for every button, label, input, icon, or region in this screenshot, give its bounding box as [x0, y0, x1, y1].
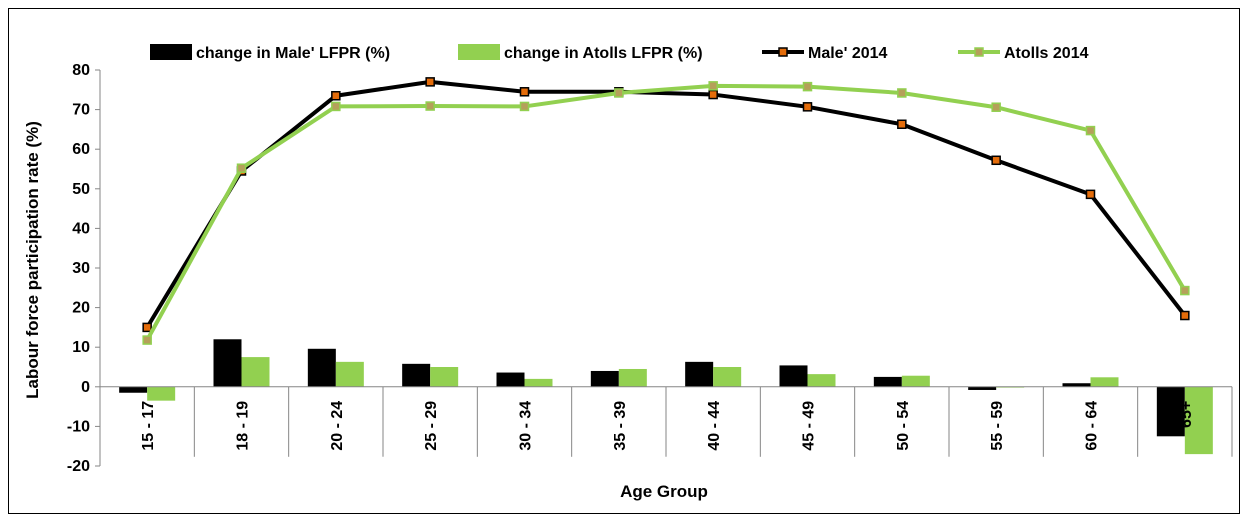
x-tick-label: 20 - 24 — [329, 401, 346, 451]
bar — [1090, 377, 1119, 387]
x-tick-label: 25 - 29 — [423, 401, 440, 451]
bar — [590, 370, 619, 387]
series-point — [1180, 285, 1190, 296]
series-point — [142, 322, 152, 333]
bar — [968, 386, 997, 390]
y-tick-label: 0 — [81, 379, 90, 396]
series-point — [991, 102, 1001, 112]
y-tick-label: 30 — [72, 260, 90, 277]
series-point — [142, 335, 152, 345]
series-line — [145, 79, 1187, 329]
series-point — [1085, 125, 1096, 136]
bar — [685, 361, 714, 387]
bar — [524, 378, 553, 387]
series-point — [519, 87, 530, 97]
bars-layer — [119, 339, 1213, 455]
bar — [307, 348, 336, 387]
legend-label: Male' 2014 — [808, 45, 888, 62]
labels-layer: -20 -10 0 10 20 30 40 50 60 70 80 15 - 17 18 - 19 20 … — [23, 62, 1195, 501]
bar — [1184, 386, 1213, 455]
series-point — [331, 90, 341, 101]
bar — [779, 365, 808, 387]
legend-swatch — [458, 44, 500, 60]
x-tick-label: 45 - 49 — [801, 401, 818, 451]
legend-label: Atolls 2014 — [1004, 45, 1089, 62]
series-point — [331, 101, 341, 112]
series-point — [1085, 189, 1096, 200]
x-tick-label: 60 - 64 — [1084, 401, 1101, 451]
series-point — [236, 163, 247, 173]
y-tick-label: 50 — [72, 181, 90, 198]
series-point — [991, 155, 1001, 166]
series-line — [145, 83, 1187, 342]
y-axis-title: Labour force participation rate (%) — [23, 121, 42, 399]
y-tick-label: 70 — [72, 102, 90, 119]
bar — [430, 367, 459, 387]
y-tick-label: 40 — [72, 220, 90, 237]
series-point — [802, 81, 813, 92]
lines-layer — [142, 77, 1190, 345]
y-tick-label: 80 — [72, 62, 90, 79]
legend-label: change in Male' LFPR (%) — [196, 45, 390, 62]
y-tick-label: 10 — [72, 339, 90, 356]
y-tick-label: -10 — [67, 418, 90, 435]
series-point — [802, 102, 813, 112]
series-point — [614, 88, 624, 98]
legend-label: change in Atolls LFPR (%) — [504, 45, 703, 62]
y-tick-label: 20 — [72, 300, 90, 317]
x-tick-label: 50 - 54 — [895, 401, 912, 451]
bar — [147, 386, 176, 401]
x-tick-label: 15 - 17 — [140, 401, 157, 451]
x-tick-label: 35 - 39 — [612, 401, 629, 451]
bar — [119, 386, 148, 393]
bar — [335, 361, 364, 387]
legend-marker — [778, 47, 788, 57]
bar — [496, 372, 525, 387]
y-tick-label: 60 — [72, 141, 90, 158]
x-tick-label: 30 - 34 — [518, 401, 535, 451]
legend-marker — [974, 47, 984, 57]
bar — [807, 374, 836, 387]
x-tick-label: 55 - 59 — [989, 401, 1006, 451]
series-point — [1180, 310, 1190, 321]
bar — [402, 363, 431, 387]
x-axis-title: Age Group — [620, 482, 708, 501]
bar — [901, 375, 930, 387]
bar — [1062, 383, 1091, 387]
bar — [1156, 386, 1185, 437]
bar — [213, 339, 242, 387]
x-tick-label: 18 - 19 — [235, 401, 252, 451]
bar — [713, 367, 742, 387]
axes-layer — [95, 69, 1233, 467]
series-point — [708, 89, 718, 100]
x-tick-label: 40 - 44 — [706, 401, 723, 451]
series-point — [519, 101, 530, 112]
bar — [618, 368, 647, 387]
y-tick-label: -20 — [67, 458, 90, 475]
series-point — [425, 77, 435, 87]
series-point — [897, 119, 907, 130]
bar — [873, 376, 902, 387]
legend-swatch — [150, 44, 192, 60]
legend: change in Male' LFPR (%) change in Atolls… — [150, 44, 1089, 62]
series-point — [425, 101, 435, 111]
bar — [241, 357, 270, 387]
series-point — [708, 81, 718, 91]
x-tick-label: 65+ — [1178, 401, 1195, 428]
series-point — [897, 88, 907, 98]
